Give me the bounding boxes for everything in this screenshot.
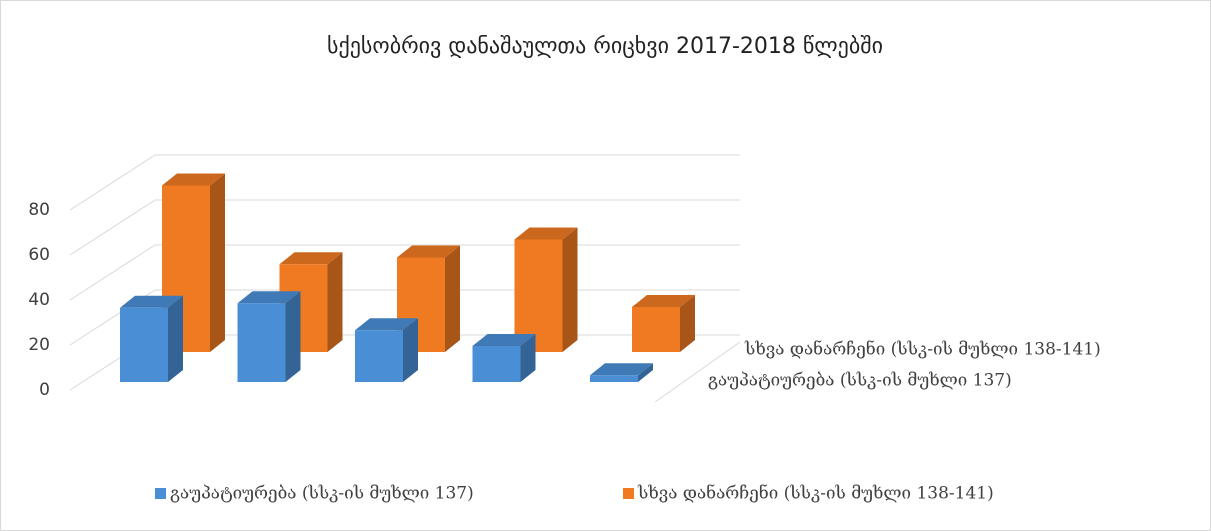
bar <box>237 303 286 382</box>
bar <box>355 330 403 382</box>
bar-top <box>514 227 578 240</box>
y-tick-label: 20 <box>28 335 50 355</box>
grid-line <box>69 199 740 256</box>
bar-side <box>168 295 183 382</box>
y-tick-label: 80 <box>28 200 50 220</box>
bar-top <box>397 245 460 258</box>
depth-label: გაუპატიურება (სსკ-ის მუხლი 137) <box>708 371 1012 391</box>
y-tick-label: 0 <box>39 380 50 400</box>
bar-top <box>355 318 418 331</box>
depth-label: სხვა დანარჩენი (სსკ-ის მუხლი 138-141) <box>744 340 1101 360</box>
bar-side <box>680 295 695 352</box>
y-tick-label: 40 <box>28 290 50 310</box>
bar-top <box>279 252 343 265</box>
legend-swatch <box>155 488 166 499</box>
bar <box>120 307 168 382</box>
bar-top <box>120 295 183 308</box>
bar-side <box>562 227 578 352</box>
bar-top <box>237 291 301 304</box>
bar-top <box>162 173 225 186</box>
chart-title: სქესობრივ დანაშაულთა რიცხვი 2017-2018 წლ… <box>327 34 883 59</box>
floor-edge <box>654 341 741 403</box>
bar <box>472 346 521 382</box>
bar-side <box>285 291 301 382</box>
bar-side <box>210 173 225 352</box>
bar-side <box>520 334 536 382</box>
grid-line <box>69 154 740 211</box>
bar <box>632 307 680 352</box>
bar-side <box>638 363 653 382</box>
bar-side <box>327 252 343 352</box>
bar <box>590 375 638 382</box>
bar-top <box>632 295 695 307</box>
bar <box>514 239 563 352</box>
y-tick-label: 60 <box>28 245 50 265</box>
bar-side <box>403 318 418 382</box>
legend-label: გაუპატიურება (სსკ-ის მუხლი 137) <box>170 484 474 504</box>
bar-top <box>472 334 536 346</box>
bar-top <box>590 363 653 376</box>
bar-side <box>445 245 460 352</box>
legend-label: სხვა დანარჩენი (სსკ-ის მუხლი 138-141) <box>637 484 994 504</box>
legend-swatch <box>623 488 634 499</box>
